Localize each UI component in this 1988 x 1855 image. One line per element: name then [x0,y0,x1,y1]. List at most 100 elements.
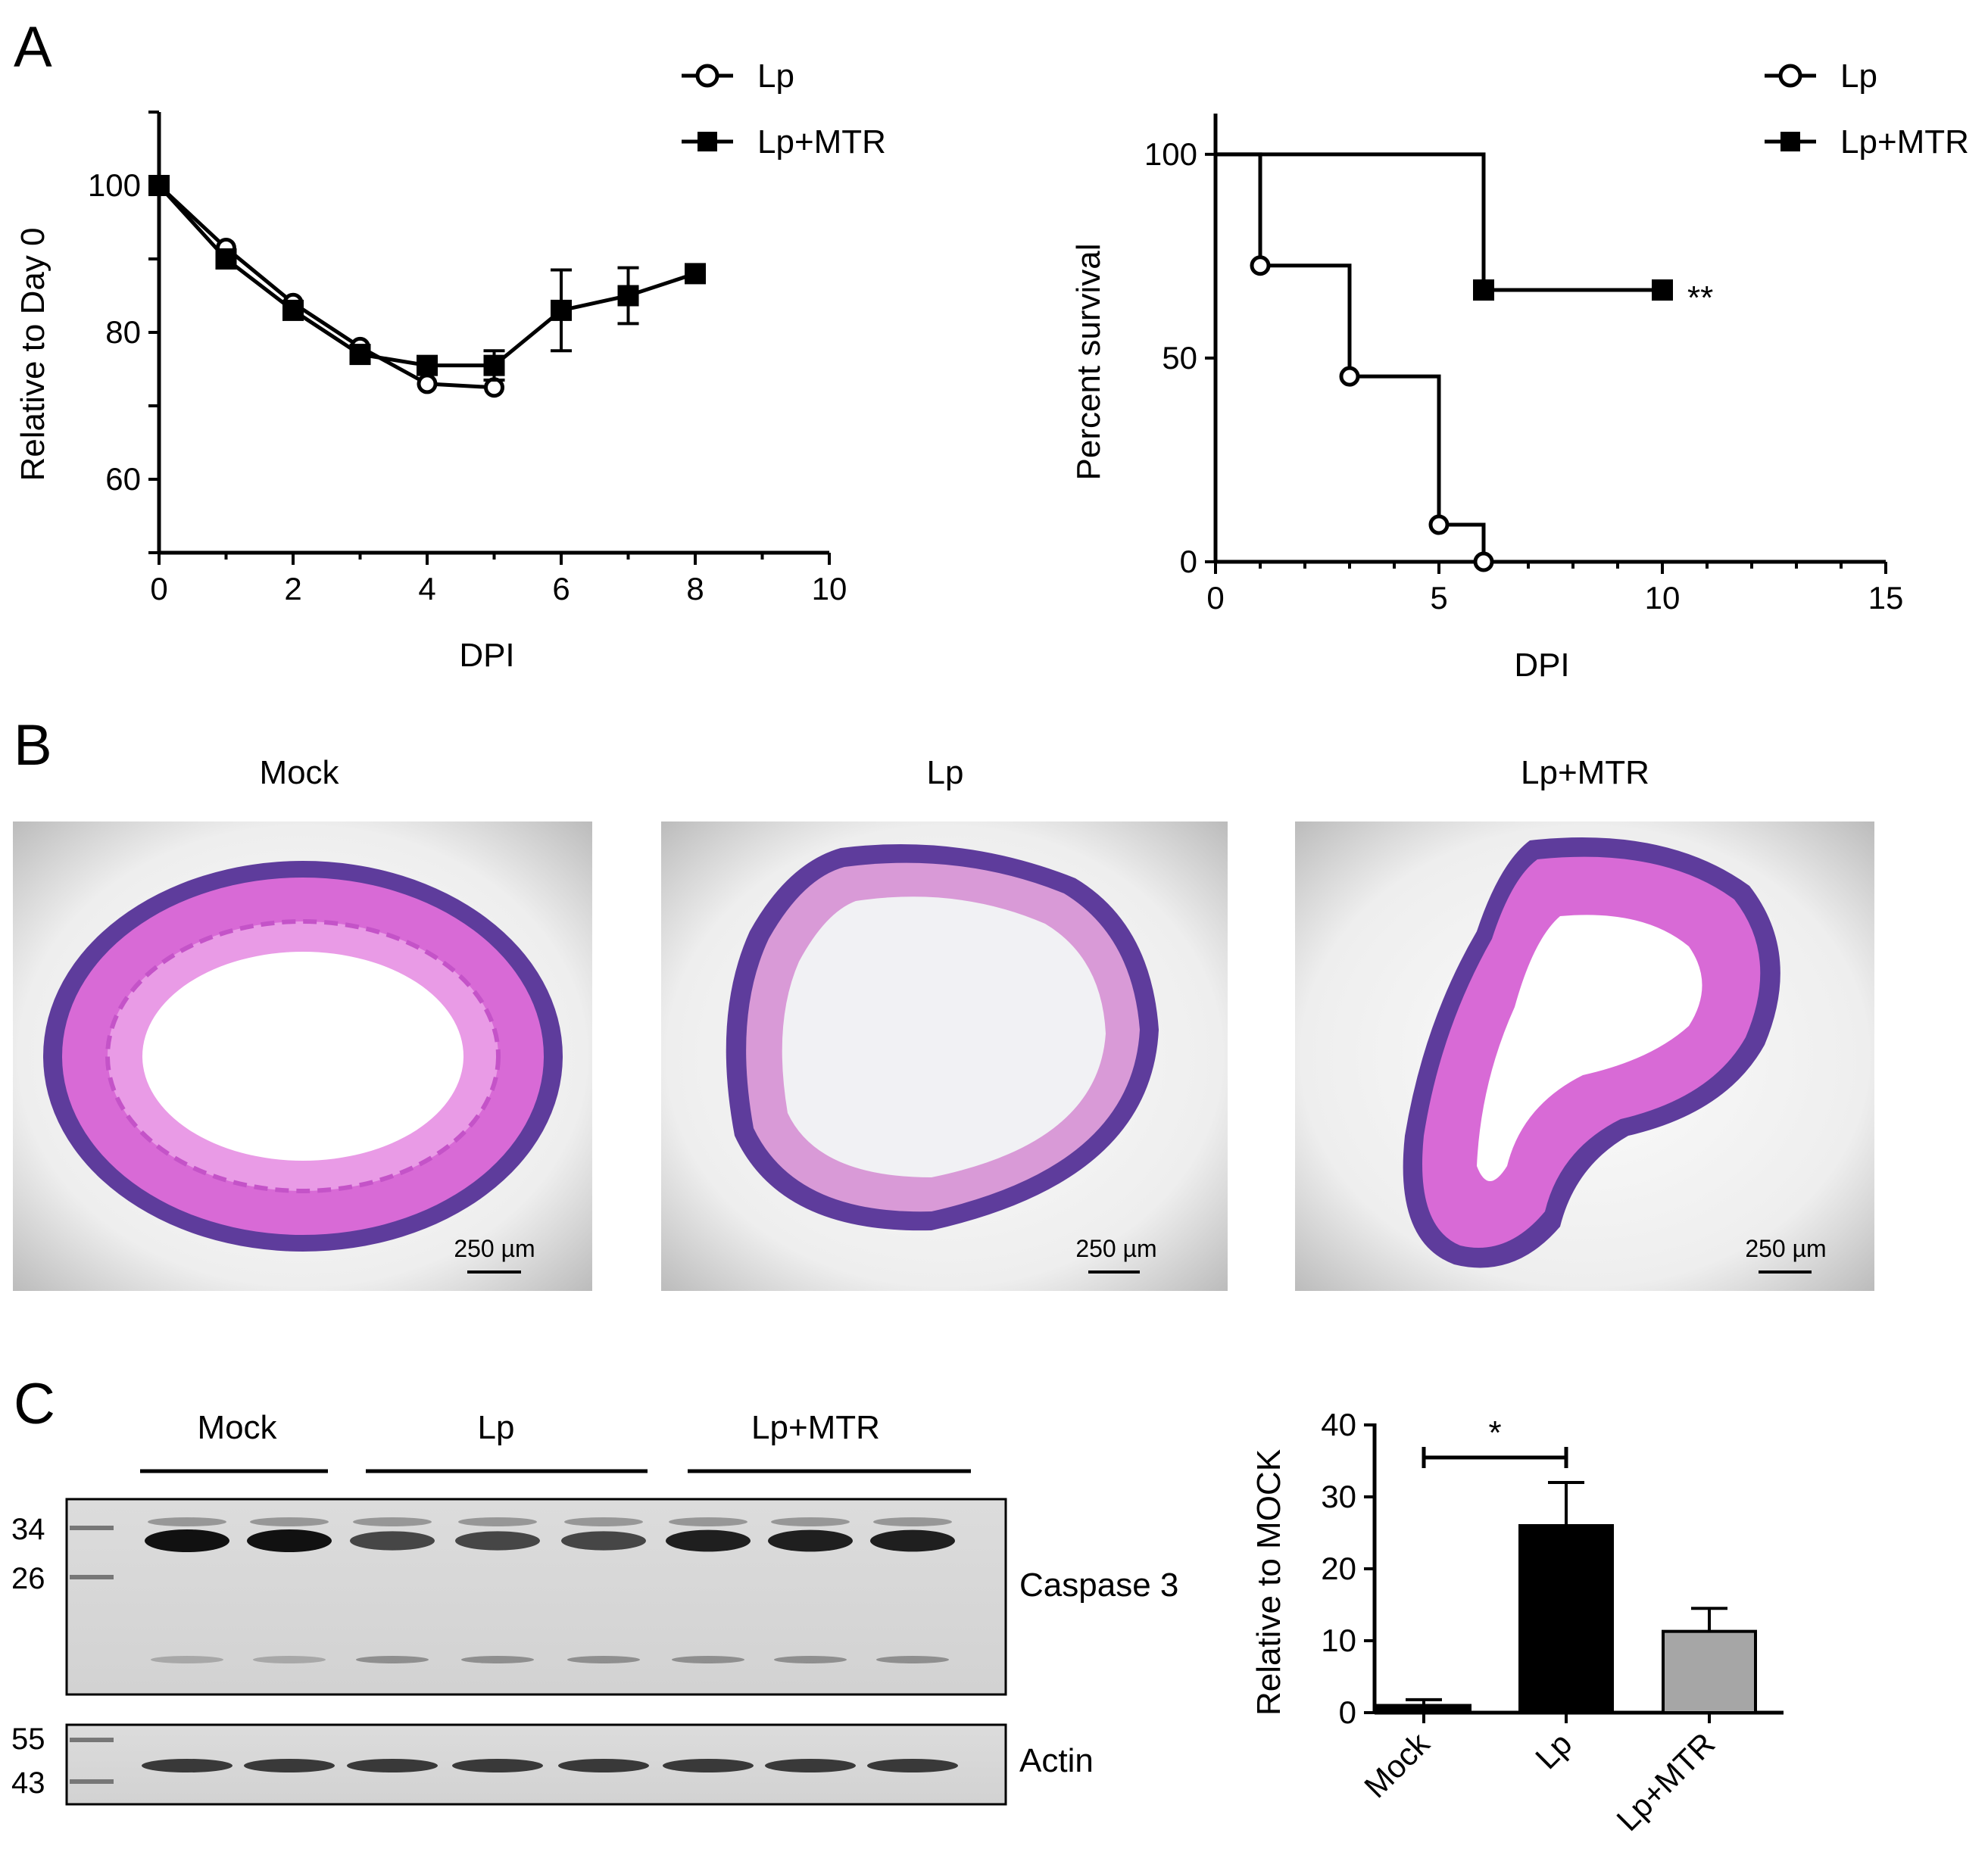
bar-category-label: Lp+MTR [1609,1726,1721,1838]
weight-x-tick-label: 10 [812,571,847,606]
legend-lpmtr-marker [698,132,717,151]
survival-y-tick-label: 100 [1144,136,1197,172]
caspase3-label: Caspase 3 [1019,1567,1178,1604]
bar-lpmtr [1662,1629,1757,1714]
histology-image-lpmtr: 250 µm [1295,822,1874,1291]
caspase3-band-cleaved [253,1656,326,1663]
survival-x-tick-label: 5 [1430,580,1447,616]
caspase3-band-upper [148,1517,226,1526]
survival-chart: 0 5 10 15 0 50 100 ** DPI Percent survival Lp… [1070,58,1969,684]
weight-point-lpmtr [617,285,639,307]
survival-y-label: Percent survival [1070,243,1107,480]
survival-point-lp [1428,514,1450,535]
caspase3-band-main [145,1529,229,1552]
survival-step-lpmtr [1216,152,1662,292]
lane-group-lpmtr: Lp+MTR [751,1409,880,1446]
caspase3-band-upper [353,1517,432,1526]
panel-a-letter: A [14,15,52,80]
weight-point-lpmtr [282,299,304,321]
actin-label: Actin [1019,1742,1094,1779]
weight-y-label: Relative to Day 0 [14,227,51,481]
bar-category-label: Lp [1528,1726,1578,1776]
bar-y-tick-label: 0 [1339,1694,1356,1730]
weight-legend: Lp Lp+MTR [682,58,886,161]
weight-x-tick-label: 6 [552,571,570,606]
marker-43: 43 [11,1766,45,1800]
survival-step-lp [1216,152,1486,562]
caspase3-band-cleaved [672,1656,744,1663]
bar-y-tick-label: 30 [1321,1479,1356,1514]
bar-category-label: Mock [1357,1725,1437,1804]
weight-x-tick-label: 4 [418,571,435,606]
survival-x-tick-label: 0 [1206,580,1224,616]
caspase3-band-main [561,1531,646,1551]
scale-bar-label-lp: 250 µm [1075,1235,1156,1262]
actin-band [244,1759,335,1772]
caspase3-band-main [247,1529,332,1552]
survival-legend: Lp Lp+MTR [1765,58,1969,161]
caspase3-blot [65,1498,1007,1696]
caspase3-band-main [870,1529,955,1552]
histology-title-lpmtr: Lp+MTR [1521,754,1649,791]
caspase3-band-upper [250,1517,329,1526]
survival-x-tick-label: 15 [1868,580,1904,616]
bar-lp [1518,1524,1614,1714]
scale-bar-label-lpmtr: 250 µm [1745,1235,1826,1262]
bar-y-tick-label: 40 [1321,1407,1356,1442]
actin-blot [65,1723,1007,1806]
weight-y-tick-label: 60 [105,461,141,497]
weight-point-lpmtr [417,354,438,376]
survival-x-label: DPI [1514,647,1569,684]
panel-b-letter: B [14,713,52,778]
legend-lpmtr-label: Lp+MTR [1840,123,1969,161]
weight-y-tick-label: 80 [105,314,141,350]
caspase3-band-upper [458,1517,537,1526]
marker-34: 34 [11,1513,45,1546]
survival-point-lp [1250,255,1271,276]
legend-lp-label: Lp [1840,58,1877,95]
significance-label: * [1488,1414,1501,1451]
weight-x-tick-label: 0 [150,571,167,606]
legend-lp-label: Lp [757,58,794,95]
survival-point-lp [1473,551,1494,572]
weight-x-tick-label: 2 [284,571,301,606]
panel-c-letter: C [14,1372,55,1436]
bar-y-tick-label: 10 [1321,1623,1356,1658]
histology-title-mock: Mock [259,754,339,791]
actin-band [142,1759,233,1772]
caspase3-band-main [350,1531,435,1551]
weight-point-lpmtr [349,344,371,366]
caspase3-band-main [455,1531,540,1551]
histology-image-lp: 250 µm [661,822,1228,1291]
weight-point-lp [417,373,438,394]
weight-point-lpmtr [685,263,706,285]
weight-x-tick-label: 8 [686,571,704,606]
caspase3-band-upper [669,1517,747,1526]
bar-mock [1376,1704,1471,1714]
weight-y-tick-label: 100 [88,167,141,203]
scale-bar-label-mock: 250 µm [454,1235,535,1262]
actin-band [452,1759,543,1772]
lane-group-mock: Mock [197,1409,277,1446]
survival-y-tick-label: 0 [1180,544,1197,579]
caspase3-band-upper [873,1517,952,1526]
weight-point-lpmtr [148,175,170,196]
survival-significance: ** [1687,279,1713,316]
survival-y-tick-label: 50 [1162,340,1197,376]
caspase3-band-cleaved [774,1656,847,1663]
caspase3-band-upper [771,1517,850,1526]
actin-band [558,1759,649,1772]
caspase3-band-cleaved [876,1656,949,1663]
legend-lpmtr-marker [1780,132,1800,151]
actin-band [347,1759,438,1772]
survival-point-lp [1339,366,1360,387]
weight-point-lpmtr [551,299,572,321]
caspase3-band-main [768,1529,853,1552]
lane-group-lp: Lp [478,1409,515,1446]
marker-26: 26 [11,1562,45,1595]
weight-point-lpmtr [215,248,237,270]
weight-x-label: DPI [459,637,514,674]
caspase3-band-cleaved [151,1656,223,1663]
caspase3-band-cleaved [567,1656,640,1663]
